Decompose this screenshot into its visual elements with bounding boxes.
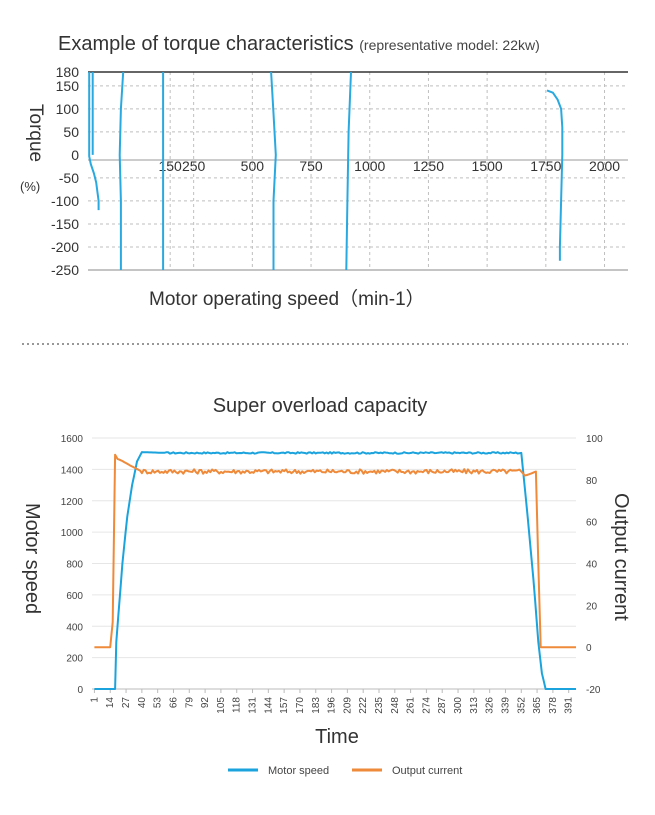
x-tick-label: 14 [105, 697, 116, 709]
y2-tick-label: 40 [586, 560, 598, 571]
y-axis-label: Torque [25, 104, 46, 162]
x-tick-label: 144 [263, 697, 274, 714]
legend: Motor speed Output current [228, 765, 462, 777]
x-axis-label: Motor operating speed（min-1） [149, 288, 425, 310]
y-tick-label: 800 [66, 560, 83, 571]
y-tick-label: 150 [56, 78, 80, 94]
y-tick-label: -50 [59, 170, 79, 186]
chart-subtitle: (representative model: 22kw) [359, 37, 540, 53]
y-tick-label: 50 [63, 124, 79, 140]
y-tick-label: -100 [51, 193, 79, 209]
x-tick-label: 391 [564, 697, 575, 714]
x-tick-label: 222 [358, 697, 369, 714]
x-tick-label: 500 [241, 158, 265, 174]
torque-curve [118, 71, 125, 270]
y-tick-label: 1400 [61, 465, 84, 476]
output-current-line [94, 453, 576, 649]
y-tick-label: 0 [77, 685, 83, 696]
y-tick-label: 1200 [61, 497, 84, 508]
x-tick-label: 150 [158, 158, 182, 174]
y-tick-label: 200 [66, 654, 83, 665]
x-tick-label: 1250 [413, 158, 444, 174]
x-tick-label: 248 [390, 697, 401, 714]
x-tick-label: 66 [168, 697, 179, 709]
x-tick-label: 53 [153, 697, 164, 709]
x-tick-label: 339 [500, 697, 511, 714]
x-tick-label: 40 [137, 697, 148, 709]
torque-curve [546, 89, 564, 261]
y-axis-label: Motor speed [21, 503, 43, 614]
x-tick-label: 196 [327, 697, 338, 714]
x-tick-label: 1500 [472, 158, 503, 174]
legend-label: Motor speed [268, 765, 329, 777]
x-tick-label: 157 [279, 697, 290, 714]
x-tick-label: 79 [184, 697, 195, 709]
x-tick-label: 118 [232, 697, 243, 713]
y2-tick-label: 80 [586, 476, 598, 487]
y2-axis-label: Output current [610, 493, 632, 621]
y-tick-label: 400 [66, 622, 83, 633]
x-tick-label: 170 [295, 697, 306, 714]
x-tick-label: 352 [516, 697, 527, 714]
x-tick-label: 261 [406, 697, 417, 714]
y-axis-unit: (%) [20, 179, 40, 194]
x-tick-label: 2000 [589, 158, 620, 174]
overload-chart: Super overload capacity 0200400600800100… [21, 395, 632, 777]
chart-title: Example of torque characteristics (repre… [58, 33, 540, 55]
x-tick-label: 313 [469, 697, 480, 714]
x-tick-label: 105 [216, 697, 227, 714]
y-tick-label: 180 [56, 64, 80, 80]
x-tick-label: 250 [182, 158, 206, 174]
x-tick-label: 300 [453, 697, 464, 714]
x-tick-label: 209 [342, 697, 353, 714]
torque-chart: Example of torque characteristics (repre… [20, 33, 628, 310]
y-tick-label: 100 [56, 101, 80, 117]
y-tick-label: 600 [66, 591, 83, 602]
y-tick-label: 1000 [61, 528, 84, 539]
y2-tick-label: -20 [586, 685, 601, 696]
y-tick-label: 1600 [61, 434, 84, 445]
x-tick-label: 365 [532, 697, 543, 714]
x-tick-label: 287 [437, 697, 448, 714]
legend-label: Output current [392, 765, 462, 777]
y2-tick-label: 60 [586, 518, 598, 529]
x-tick-label: 183 [311, 697, 322, 714]
x-tick-label: 1750 [530, 158, 561, 174]
x-tick-label: 27 [121, 697, 132, 709]
x-tick-label: 378 [548, 697, 559, 714]
torque-curve [270, 71, 277, 270]
x-tick-label: 750 [299, 158, 323, 174]
y-tick-label: -200 [51, 239, 79, 255]
chart-title-text: Example of torque characteristics [58, 33, 354, 55]
x-tick-label: 1000 [354, 158, 385, 174]
y2-tick-label: 20 [586, 601, 598, 612]
x-tick-label: 131 [248, 697, 259, 714]
torque-curve [345, 71, 352, 271]
x-tick-label: 92 [200, 697, 211, 709]
x-tick-label: 326 [485, 697, 496, 714]
y2-tick-label: 0 [586, 643, 592, 654]
chart-title: Super overload capacity [213, 395, 428, 417]
x-tick-label: 235 [374, 697, 385, 714]
motor-speed-line [94, 451, 576, 690]
x-axis-label: Time [315, 726, 359, 748]
x-tick-label: 1 [89, 697, 100, 703]
x-tick-label: 274 [421, 697, 432, 714]
y2-tick-label: 100 [586, 434, 603, 445]
y-tick-label: -250 [51, 262, 79, 278]
torque-curve [88, 72, 100, 211]
y-tick-label: -150 [51, 216, 79, 232]
y-tick-label: 0 [71, 147, 79, 163]
